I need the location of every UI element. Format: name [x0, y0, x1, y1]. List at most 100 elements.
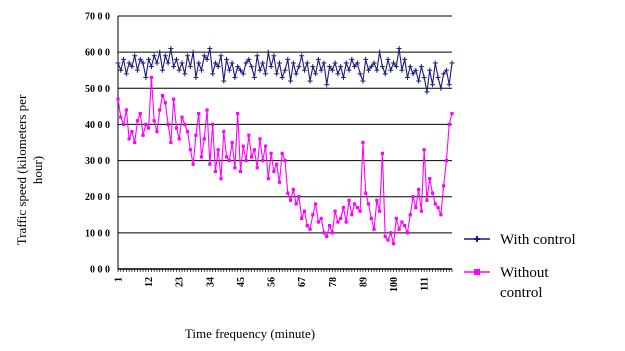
data-point [399, 67, 405, 73]
data-point [177, 137, 181, 141]
data-point [286, 191, 290, 195]
data-point [355, 205, 359, 210]
data-point [341, 205, 346, 210]
data-point [261, 158, 265, 163]
series-without-control [116, 75, 454, 246]
data-point [123, 71, 129, 77]
legend-marker [474, 269, 480, 275]
data-point [435, 74, 441, 80]
data-point [277, 180, 282, 184]
data-point [296, 64, 302, 70]
data-point [388, 67, 394, 73]
data-point [394, 216, 398, 220]
data-point [421, 74, 427, 80]
data-point [160, 93, 165, 98]
data-point [236, 111, 240, 116]
x-tick-label: 100 [389, 277, 400, 292]
data-point [386, 238, 390, 242]
legend: With control Without control [464, 232, 576, 301]
data-point [430, 82, 436, 88]
data-point [215, 64, 221, 70]
data-point [233, 166, 237, 170]
data-point [229, 60, 235, 66]
data-point [439, 213, 443, 217]
data-point [408, 213, 412, 217]
y-axis-ticks: 0 0 0 10 0 0 20 0 0 30 0 0 40 0 0 50 0 0 60 0 … [85, 12, 110, 276]
series-with-control [115, 46, 455, 95]
data-point [403, 224, 407, 228]
data-point [305, 224, 309, 228]
x-tick-label: 34 [205, 277, 216, 287]
data-point [172, 97, 176, 101]
axes [117, 16, 453, 272]
x-axis-label: Time frequency (minute) [185, 326, 315, 341]
data-point [121, 56, 127, 62]
data-point [393, 64, 399, 70]
data-point [301, 67, 307, 73]
data-point [221, 78, 227, 84]
data-point [336, 220, 340, 224]
data-point [249, 64, 255, 70]
data-point [162, 53, 168, 59]
x-tick-label: 23 [175, 277, 186, 287]
data-point [213, 169, 218, 174]
data-point [316, 220, 320, 224]
data-point [285, 56, 291, 62]
data-point [314, 202, 318, 206]
data-point [432, 60, 438, 66]
data-point [204, 56, 210, 62]
data-point [307, 78, 313, 84]
data-point [255, 166, 259, 170]
data-point [428, 177, 432, 181]
data-point [315, 56, 321, 62]
data-point [147, 126, 151, 130]
data-point [333, 209, 337, 213]
data-point [118, 67, 124, 73]
data-point [446, 82, 452, 88]
data-point [155, 130, 159, 134]
data-point [191, 162, 195, 166]
series-group [115, 46, 455, 246]
data-point [272, 169, 276, 174]
data-point [343, 60, 349, 66]
data-point [237, 67, 243, 73]
data-point [407, 64, 413, 70]
data-point [438, 85, 444, 91]
data-point [199, 67, 204, 73]
data-point [168, 46, 174, 52]
data-point [127, 137, 131, 141]
data-point [364, 191, 368, 195]
y-tick-label: 50 0 0 [85, 84, 110, 95]
data-point [182, 71, 188, 77]
x-tick-label: 12 [144, 277, 155, 287]
data-point [254, 53, 260, 59]
data-point [379, 64, 385, 70]
data-point [173, 56, 179, 62]
data-point [260, 60, 266, 66]
data-point [397, 227, 401, 231]
data-point [265, 49, 271, 55]
data-point [211, 122, 215, 127]
data-point [230, 140, 234, 145]
data-point [360, 78, 366, 84]
data-point [121, 122, 126, 127]
data-point [332, 60, 338, 66]
data-point [235, 64, 241, 70]
data-point [166, 122, 170, 127]
data-point [205, 108, 209, 112]
data-point [154, 60, 160, 66]
data-point [427, 67, 433, 73]
data-point [371, 60, 377, 66]
data-point [411, 195, 415, 199]
data-point [149, 75, 153, 80]
data-point [251, 74, 257, 80]
data-point [425, 198, 429, 202]
y-tick-label: 0 0 0 [90, 265, 110, 276]
data-point [422, 148, 426, 152]
data-point [268, 64, 274, 70]
data-point [116, 97, 120, 101]
data-point [366, 202, 371, 206]
data-point [266, 177, 270, 181]
data-point [188, 148, 192, 152]
data-point [352, 202, 357, 206]
